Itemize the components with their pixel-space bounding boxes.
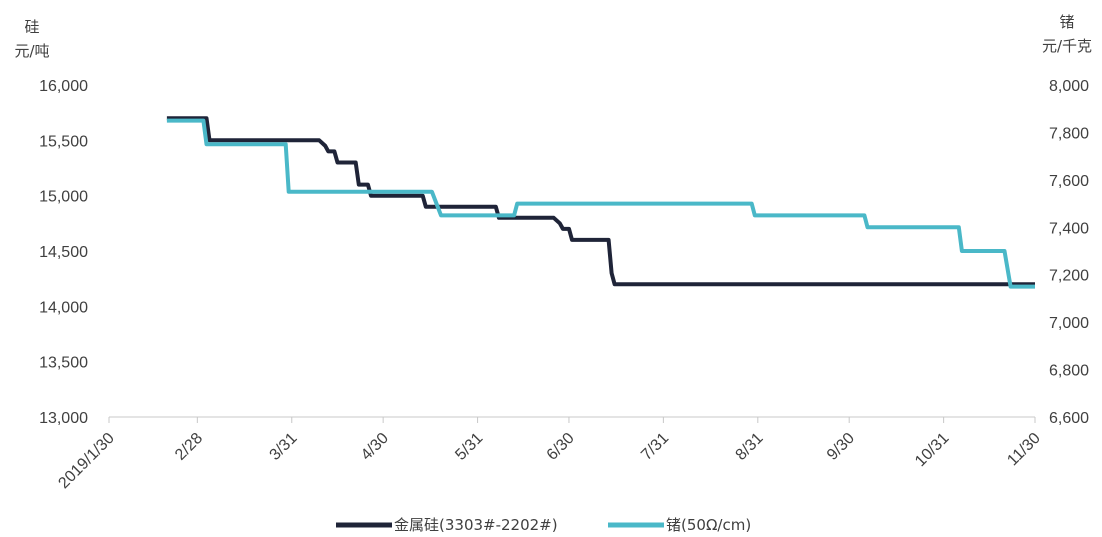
left-y-tick-label: 14,000 — [39, 299, 88, 316]
left-y-tick-label: 13,500 — [39, 355, 88, 372]
x-tick-label: 3/31 — [267, 430, 301, 464]
series-line-1 — [166, 118, 1035, 289]
right-y-tick-label: 6,800 — [1049, 363, 1089, 380]
left-y-tick-label: 13,000 — [39, 410, 88, 427]
right-axis-series-name: 锗 — [1059, 13, 1074, 31]
right-y-tick-label: 7,200 — [1049, 268, 1089, 285]
legend-label-1: 锗(50Ω/cm) — [666, 516, 751, 534]
left-y-tick-label: 15,500 — [39, 133, 88, 150]
left-axis-title: 硅 元/吨 — [14, 18, 49, 60]
x-tick-label: 6/30 — [544, 430, 578, 464]
left-y-tick-label: 14,500 — [39, 244, 88, 261]
right-y-tick-label: 7,800 — [1049, 125, 1089, 142]
x-axis: 2019/1/30 2/28 3/31 4/30 5/31 6/30 7/31 8/31 9/3… — [55, 416, 1044, 492]
left-axis-series-name: 硅 — [24, 18, 39, 36]
left-axis-unit: 元/吨 — [14, 42, 49, 60]
right-y-tick-label: 6,600 — [1049, 410, 1089, 427]
x-tick-label: 2/28 — [172, 430, 206, 464]
series-line-0 — [166, 116, 1035, 287]
right-y-tick-label: 7,600 — [1049, 173, 1089, 190]
right-y-tick-label: 8,000 — [1049, 78, 1089, 95]
left-y-tick-label: 15,000 — [39, 189, 88, 206]
x-tick-label: 4/30 — [358, 430, 392, 464]
x-tick-label: 9/30 — [824, 430, 858, 464]
x-tick-label: 7/31 — [638, 430, 672, 464]
right-axis-unit: 元/千克 — [1042, 37, 1092, 55]
left-y-axis: 16,000 15,500 15,000 14,500 14,000 13,500 13,0… — [39, 78, 88, 427]
x-tick-label: 10/31 — [912, 430, 952, 470]
left-y-tick-label: 16,000 — [39, 78, 88, 95]
x-tick-label: 5/31 — [452, 430, 486, 464]
x-tick-label: 2019/1/30 — [55, 430, 117, 492]
right-y-tick-label: 7,400 — [1049, 220, 1089, 237]
legend: 金属硅(3303#-2202#) 锗(50Ω/cm) — [336, 516, 751, 534]
right-axis-title: 锗 元/千克 — [1042, 13, 1092, 55]
legend-label-0: 金属硅(3303#-2202#) — [394, 516, 558, 534]
series-lines — [166, 116, 1035, 289]
right-y-axis: 8,000 7,800 7,600 7,400 7,200 7,000 6,800 6,600 — [1049, 78, 1089, 427]
x-tick-label: 8/31 — [733, 430, 767, 464]
x-tick-label: 11/30 — [1004, 430, 1044, 470]
right-y-tick-label: 7,000 — [1049, 315, 1089, 332]
